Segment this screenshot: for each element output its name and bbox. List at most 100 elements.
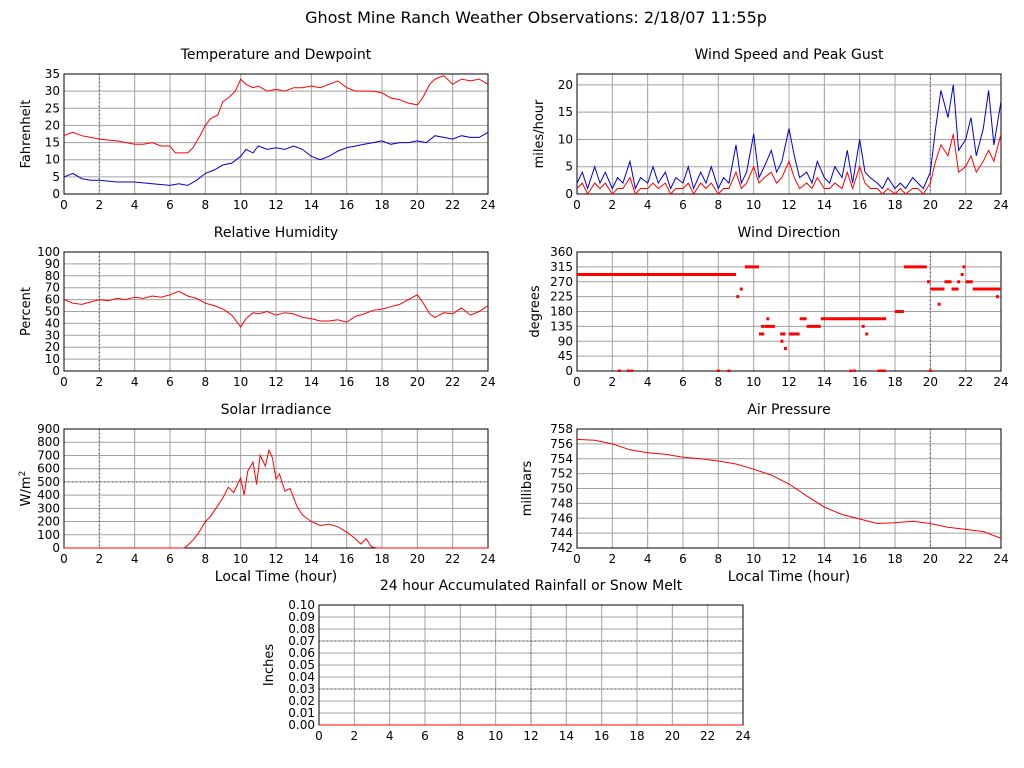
y-tick-label: 360 (550, 245, 573, 259)
y-tick-label: 315 (550, 260, 573, 274)
ylabel-text: millibars (520, 461, 535, 517)
rainfall-chart: 24 hour Accumulated Rainfall or Snow Mel… (262, 578, 751, 743)
solar-frame (63, 428, 489, 549)
x-tick-label: 16 (852, 552, 867, 566)
x-tick-label: 12 (268, 552, 283, 566)
y-tick-label: 30 (45, 328, 60, 342)
x-tick-label: 22 (445, 552, 460, 566)
x-tick-label: 24 (735, 729, 750, 743)
direction-point (928, 369, 932, 372)
direction-point (962, 265, 966, 269)
direction-point (739, 287, 743, 291)
wind-speed-series-0 (577, 84, 1001, 191)
y-tick-label: 20 (558, 78, 573, 92)
y-tick-label: 0.08 (288, 622, 315, 636)
humidity-data (64, 290, 488, 328)
x-tick-label: 0 (573, 552, 581, 566)
ylabel-superscript: 2 (18, 471, 28, 477)
humidity-ylabel: Percent (19, 287, 34, 336)
ylabel-text: Fahrenheit (19, 100, 34, 169)
rainfall-ylabel: Inches (262, 644, 277, 686)
y-tick-label: 900 (37, 422, 60, 436)
direction-point (927, 280, 931, 284)
direction-point (852, 369, 856, 372)
x-tick-label: 20 (923, 552, 938, 566)
y-tick-label: 0.07 (288, 634, 315, 648)
y-tick-label: 70 (45, 281, 60, 295)
x-tick-label: 24 (993, 198, 1008, 212)
y-tick-label: 0 (52, 541, 60, 555)
y-tick-label: 225 (550, 290, 573, 304)
y-tick-label: 744 (550, 526, 573, 540)
pressure-xlabel: Local Time (hour) (728, 569, 850, 585)
y-tick-label: 0.10 (288, 598, 315, 612)
x-tick-label: 18 (374, 552, 389, 566)
x-tick-label: 6 (166, 198, 174, 212)
x-tick-label: 2 (609, 198, 617, 212)
x-tick-label: 4 (131, 552, 139, 566)
solar-title: Solar Irradiance (221, 402, 332, 418)
x-tick-label: 14 (559, 729, 574, 743)
direction-point (780, 339, 784, 343)
x-tick-label: 16 (594, 729, 609, 743)
x-tick-label: 24 (480, 198, 495, 212)
x-tick-label: 22 (958, 198, 973, 212)
x-tick-label: 14 (304, 375, 319, 389)
pressure-ylabel: millibars (520, 461, 535, 517)
x-tick-label: 12 (781, 198, 796, 212)
y-tick-label: 100 (37, 245, 60, 259)
y-tick-label: 45 (558, 349, 573, 363)
direction-point (849, 369, 853, 372)
y-tick-label: 100 (37, 528, 60, 542)
temperature-ylabel: Fahrenheit (19, 100, 34, 169)
x-tick-label: 4 (131, 375, 139, 389)
x-tick-label: 14 (817, 198, 832, 212)
solar-ylabel: W/m2 (18, 471, 34, 507)
direction-point (865, 332, 869, 336)
y-tick-label: 20 (45, 340, 60, 354)
x-tick-label: 16 (339, 552, 354, 566)
x-tick-label: 10 (746, 375, 761, 389)
direction-point (626, 369, 630, 372)
x-tick-label: 22 (958, 552, 973, 566)
direction-point (995, 295, 999, 299)
x-tick-label: 6 (166, 552, 174, 566)
wind-speed-title: Wind Speed and Peak Gust (695, 47, 884, 63)
ylabel-text: miles/hour (532, 99, 547, 168)
x-tick-label: 0 (60, 552, 68, 566)
ylabel-text: W/m (19, 476, 34, 506)
x-tick-label: 16 (339, 198, 354, 212)
y-tick-label: 25 (45, 101, 60, 115)
temperature-frame (63, 73, 489, 195)
y-tick-label: 748 (550, 496, 573, 510)
ylabel-text: Inches (262, 644, 277, 686)
direction-point (761, 324, 764, 328)
x-tick-label: 10 (746, 198, 761, 212)
x-tick-label: 22 (445, 375, 460, 389)
x-tick-label: 6 (166, 375, 174, 389)
x-tick-label: 10 (233, 552, 248, 566)
y-tick-label: 15 (45, 136, 60, 150)
x-tick-label: 18 (374, 375, 389, 389)
x-tick-label: 16 (852, 198, 867, 212)
x-tick-label: 8 (715, 375, 723, 389)
y-tick-label: 35 (45, 67, 60, 81)
x-tick-label: 8 (202, 198, 210, 212)
y-tick-label: 746 (550, 511, 573, 525)
direction-point (937, 302, 941, 306)
x-tick-label: 12 (781, 375, 796, 389)
page-title: Ghost Mine Ranch Weather Observations: 2… (305, 8, 767, 27)
x-tick-label: 18 (887, 375, 902, 389)
y-tick-label: 40 (45, 316, 60, 330)
x-tick-label: 8 (202, 375, 210, 389)
x-tick-label: 14 (304, 198, 319, 212)
y-tick-label: 0.09 (288, 610, 315, 624)
x-tick-label: 4 (644, 552, 652, 566)
x-tick-label: 2 (609, 552, 617, 566)
x-tick-label: 8 (715, 552, 723, 566)
x-tick-label: 4 (644, 375, 652, 389)
